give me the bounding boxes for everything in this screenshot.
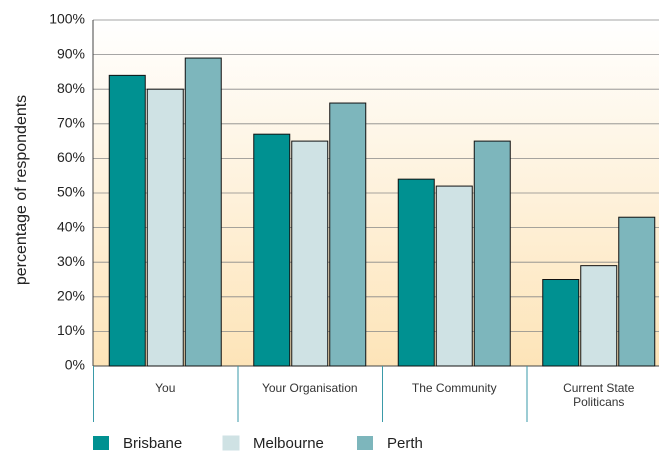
legend-swatch	[357, 436, 373, 450]
y-tick-label: 60%	[57, 149, 85, 165]
bar	[329, 102, 367, 367]
y-tick-label: 90%	[57, 45, 85, 61]
bar	[253, 133, 291, 367]
bar	[618, 216, 656, 367]
bar	[580, 265, 618, 367]
y-tick-label: 10%	[57, 322, 85, 338]
y-tick-label: 0%	[65, 357, 85, 373]
y-tick-label: 70%	[57, 115, 85, 131]
legend-swatch	[222, 435, 240, 451]
y-tick-label: 20%	[57, 288, 85, 304]
y-tick-label: 50%	[57, 184, 85, 200]
bar	[542, 279, 580, 367]
y-tick-label: 80%	[57, 80, 85, 96]
y-tick-label: 40%	[57, 218, 85, 234]
y-tick-label: 30%	[57, 253, 85, 269]
bar	[435, 185, 473, 367]
legend-label: Brisbane	[123, 435, 182, 452]
bar	[108, 74, 146, 367]
bar	[146, 88, 184, 367]
legend-swatch	[93, 436, 109, 450]
bar	[291, 140, 329, 367]
x-tick-label: Current State Politicans	[563, 381, 635, 409]
bar	[473, 140, 511, 367]
bar	[397, 178, 435, 367]
x-tick-label: You	[155, 381, 176, 395]
y-tick-label: 100%	[49, 11, 85, 27]
x-tick-label: Your Organisation	[261, 381, 358, 395]
legend-label: Perth	[387, 435, 423, 452]
x-tick-label: The Community	[411, 381, 497, 395]
y-axis-label: percentage of respondents	[13, 95, 30, 285]
bar	[184, 57, 222, 367]
legend-label: Melbourne	[253, 435, 324, 452]
